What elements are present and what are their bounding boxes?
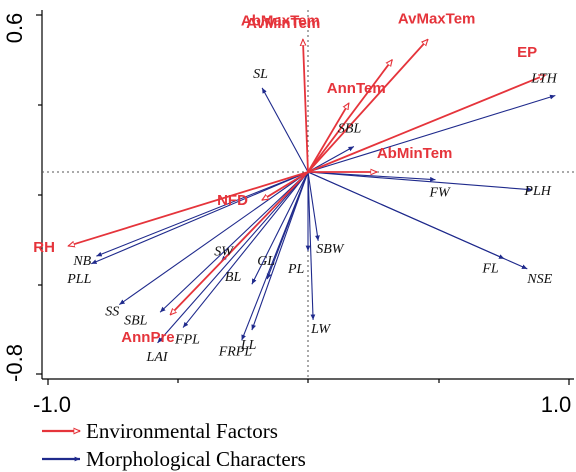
env-label-anntem-1: AnnTem <box>327 80 386 97</box>
morph-label-nb-15: NB <box>72 254 91 269</box>
x-tick-label-min: -1.0 <box>33 392 71 417</box>
env-vector-abmaxtem-0 <box>303 39 309 173</box>
env-vector-anntem-1 <box>307 103 350 173</box>
morph-label-nse-5: NSE <box>526 272 552 287</box>
env-label-rh-7: RH <box>33 239 55 256</box>
env-label-avmaxtem-2: AvMaxTem <box>398 10 476 27</box>
morphological-vectors <box>91 87 556 344</box>
morph-vector-sbl-18 <box>159 171 309 313</box>
morph-label-ll-10: LL <box>240 338 257 353</box>
morph-label-sbl-2: SBL <box>338 122 362 137</box>
morph-vector-nb-15 <box>96 171 309 257</box>
y-tick-label-max: 0.6 <box>2 13 27 44</box>
morph-label-sl-0: SL <box>253 67 268 82</box>
morph-vector-pll-16 <box>91 171 309 265</box>
environmental-labels: AbMaxTem AnnTem AvMaxTem EP AvMinTem AbMinTem… <box>33 10 537 345</box>
morph-vector-sbl-2 <box>307 146 355 173</box>
morph-vector-sbw-7 <box>307 171 320 241</box>
morph-vector-plh-4 <box>307 171 533 192</box>
tick-marks <box>36 14 570 385</box>
morph-vector-bl-13 <box>251 171 309 285</box>
morph-vector-fpl-19 <box>182 171 309 328</box>
morph-vector-lth-1 <box>307 94 556 173</box>
env-label-abmaxtem-0: AbMaxTem <box>241 12 320 29</box>
env-vector-nfd-6 <box>262 171 309 201</box>
legend-morphological-label: Morphological Characters <box>86 447 306 471</box>
morph-label-fpl-19: FPL <box>174 333 200 348</box>
legend-environmental-label: Environmental Factors <box>86 419 278 443</box>
morph-vector-fl-6 <box>307 171 505 260</box>
morph-label-pl-8: PL <box>287 262 305 277</box>
morph-label-sw-14: SW <box>214 244 234 259</box>
morph-label-lw-9: LW <box>310 322 331 337</box>
env-vector-avmaxtem-2 <box>307 39 428 173</box>
morph-label-lai-20: LAI <box>146 350 169 365</box>
y-tick-label-min: -0.8 <box>2 344 27 382</box>
legend: Environmental Factors Morphological Char… <box>42 419 306 471</box>
env-label-abmintem-5: AbMinTem <box>377 145 453 162</box>
morph-vector-lw-9 <box>307 171 316 320</box>
morph-vector-sl-0 <box>261 87 309 173</box>
morph-label-ss-17: SS <box>105 305 119 320</box>
morph-label-gl-12: GL <box>257 254 275 269</box>
env-vector-rh-7 <box>68 171 309 246</box>
morph-label-sbw-7: SBW <box>316 242 345 257</box>
morph-label-fl-6: FL <box>481 262 499 277</box>
morph-vector-ll-10 <box>251 171 309 331</box>
morph-label-bl-13: BL <box>225 270 242 285</box>
env-label-annpre-8: AnnPre <box>121 329 174 346</box>
x-tick-label-max: 1.0 <box>541 392 572 417</box>
env-vector-ep-3 <box>307 74 545 173</box>
morph-vector-lai-20 <box>157 171 309 344</box>
morph-label-plh-4: PLH <box>523 184 551 199</box>
morph-label-frpl-11: FRPL <box>218 344 253 359</box>
env-vector-annpre-8 <box>170 171 309 315</box>
morph-vector-ss-17 <box>118 171 309 306</box>
environmental-vectors <box>68 39 545 314</box>
env-label-nfd-6: NFD <box>217 192 248 209</box>
env-vector-avmintem-4 <box>307 60 392 173</box>
morph-label-lth-1: LTH <box>530 72 557 87</box>
morph-label-sbl-18: SBL <box>124 313 148 328</box>
morph-label-fw-3: FW <box>429 186 452 201</box>
morph-label-pll-16: PLL <box>66 272 91 287</box>
env-label-ep-3: EP <box>517 44 537 61</box>
morph-vector-gl-12 <box>266 171 309 280</box>
env-label-avmintem-4: AvMinTem <box>246 15 320 32</box>
